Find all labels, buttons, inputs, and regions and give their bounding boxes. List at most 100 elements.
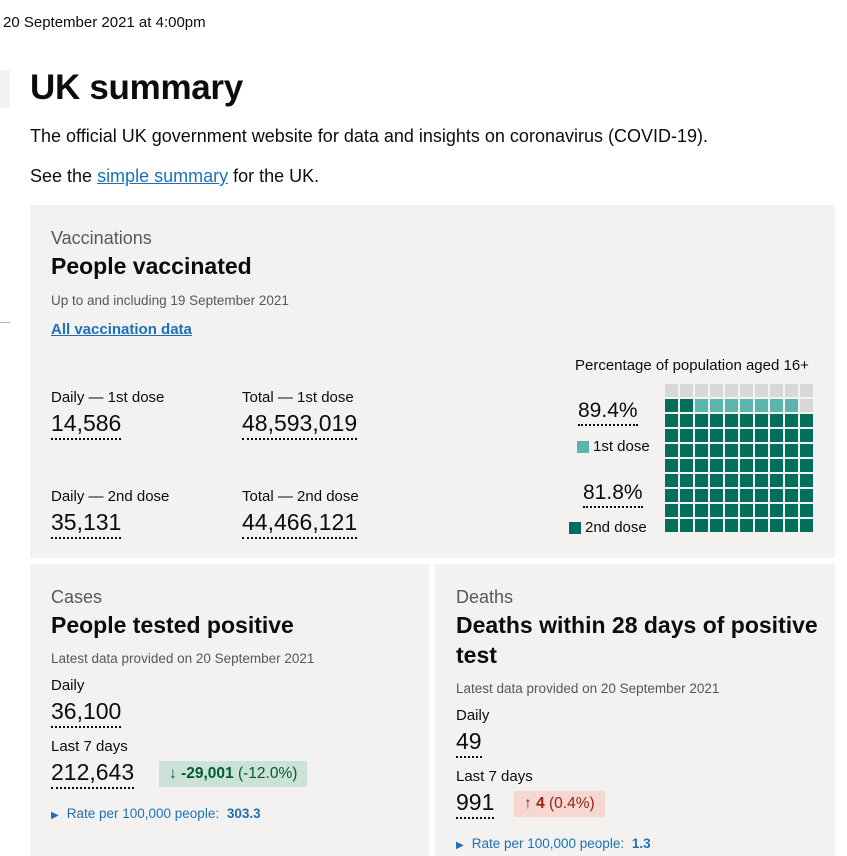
waffle-cell bbox=[800, 504, 813, 517]
waffle-cell bbox=[785, 444, 798, 457]
deaths-week-value[interactable]: 991 bbox=[456, 789, 495, 819]
waffle-cell bbox=[770, 504, 783, 517]
cases-updated: Latest data provided on 20 September 202… bbox=[51, 651, 315, 666]
triangle-right-icon: ▶ bbox=[456, 840, 464, 851]
deaths-caption: Deaths bbox=[456, 587, 514, 607]
waffle-cell bbox=[725, 429, 738, 442]
waffle-cell bbox=[770, 444, 783, 457]
deaths-change-pct: (0.4%) bbox=[549, 795, 595, 812]
cases-week-value[interactable]: 212,643 bbox=[51, 759, 135, 789]
deaths-week-label: Last 7 days bbox=[456, 768, 533, 785]
waffle-cell bbox=[755, 459, 768, 472]
waffle-cell bbox=[710, 489, 723, 502]
waffle-cell bbox=[665, 399, 678, 412]
sidebar-divider bbox=[0, 322, 10, 323]
total-2nd-dose-label: Total — 2nd dose bbox=[242, 488, 359, 505]
waffle-cell bbox=[725, 459, 738, 472]
vaccination-waffle-chart bbox=[665, 384, 815, 534]
waffle-cell bbox=[755, 474, 768, 487]
waffle-cell bbox=[725, 489, 738, 502]
waffle-cell bbox=[725, 504, 738, 517]
vaccinations-heading: People vaccinated bbox=[51, 253, 252, 279]
deaths-change-badge: ↑ 4 (0.4%) bbox=[514, 791, 605, 817]
waffle-cell bbox=[710, 429, 723, 442]
waffle-cell bbox=[710, 519, 723, 532]
vaccinations-updated: Up to and including 19 September 2021 bbox=[51, 293, 289, 308]
legend-1st-dose-label: 1st dose bbox=[593, 438, 650, 455]
last-updated-timestamp: 20 September 2021 at 4:00pm bbox=[3, 14, 206, 31]
arrow-down-icon: ↓ bbox=[169, 765, 177, 782]
legend-2nd-dose: 2nd dose bbox=[569, 519, 647, 536]
waffle-cell bbox=[800, 519, 813, 532]
deaths-daily-label: Daily bbox=[456, 707, 490, 724]
waffle-cell bbox=[695, 489, 708, 502]
cases-change-pct: (-12.0%) bbox=[237, 765, 298, 782]
waffle-cell bbox=[710, 399, 723, 412]
waffle-cell bbox=[695, 384, 708, 397]
cases-change-value: -29,001 bbox=[181, 765, 234, 782]
waffle-cell bbox=[800, 414, 813, 427]
waffle-cell bbox=[770, 459, 783, 472]
pct-2nd-dose[interactable]: 81.8% bbox=[583, 481, 643, 508]
waffle-cell bbox=[740, 519, 753, 532]
waffle-cell bbox=[770, 399, 783, 412]
cases-rate-label: Rate per 100,000 people: bbox=[66, 806, 220, 821]
total-1st-dose-value[interactable]: 48,593,019 bbox=[242, 410, 358, 440]
waffle-cell bbox=[785, 414, 798, 427]
waffle-cell bbox=[665, 384, 678, 397]
waffle-cell bbox=[755, 489, 768, 502]
deaths-change-value: 4 bbox=[536, 795, 545, 812]
daily-2nd-dose-value[interactable]: 35,131 bbox=[51, 509, 122, 539]
waffle-cell bbox=[665, 504, 678, 517]
deaths-rate-value: 1.3 bbox=[631, 836, 651, 851]
deaths-heading-line2: test bbox=[456, 642, 497, 668]
all-vaccination-data-link[interactable]: All vaccination data bbox=[51, 321, 192, 338]
waffle-cell bbox=[740, 399, 753, 412]
total-2nd-dose-value[interactable]: 44,466,121 bbox=[242, 509, 358, 539]
summary-suffix: for the UK. bbox=[228, 166, 320, 186]
waffle-cell bbox=[695, 429, 708, 442]
triangle-right-icon: ▶ bbox=[51, 810, 59, 821]
intro-text: The official UK government website for d… bbox=[30, 126, 708, 146]
waffle-cell bbox=[680, 519, 693, 532]
waffle-cell bbox=[740, 504, 753, 517]
legend-2nd-dose-swatch bbox=[569, 521, 581, 534]
total-1st-dose-label: Total — 1st dose bbox=[242, 389, 354, 406]
waffle-cell bbox=[800, 429, 813, 442]
waffle-cell bbox=[755, 414, 768, 427]
waffle-cell bbox=[680, 414, 693, 427]
deaths-daily-value[interactable]: 49 bbox=[456, 728, 482, 758]
waffle-cell bbox=[665, 414, 678, 427]
cases-rate-toggle[interactable]: ▶ Rate per 100,000 people: 303.3 bbox=[51, 806, 261, 821]
waffle-cell bbox=[725, 474, 738, 487]
waffle-cell bbox=[680, 399, 693, 412]
waffle-cell bbox=[695, 444, 708, 457]
daily-1st-dose-value[interactable]: 14,586 bbox=[51, 410, 122, 440]
waffle-cell bbox=[725, 399, 738, 412]
waffle-cell bbox=[665, 489, 678, 502]
waffle-cell bbox=[710, 459, 723, 472]
waffle-cell bbox=[800, 384, 813, 397]
waffle-cell bbox=[785, 384, 798, 397]
legend-2nd-dose-label: 2nd dose bbox=[585, 519, 647, 536]
cases-daily-value[interactable]: 36,100 bbox=[51, 698, 122, 728]
daily-1st-dose-label: Daily — 1st dose bbox=[51, 389, 165, 406]
waffle-cell bbox=[665, 474, 678, 487]
waffle-cell bbox=[755, 504, 768, 517]
simple-summary-link[interactable]: simple summary bbox=[97, 166, 229, 186]
vaccinations-card: Vaccinations People vaccinated Up to and… bbox=[30, 205, 835, 558]
waffle-cell bbox=[755, 444, 768, 457]
simple-summary-line: See the simple summary for the UK. bbox=[30, 166, 319, 187]
waffle-cell bbox=[695, 414, 708, 427]
cases-heading: People tested positive bbox=[51, 612, 294, 638]
cases-caption: Cases bbox=[51, 587, 103, 607]
waffle-cell bbox=[785, 399, 798, 412]
waffle-cell bbox=[725, 414, 738, 427]
waffle-cell bbox=[800, 459, 813, 472]
waffle-cell bbox=[740, 444, 753, 457]
deaths-rate-toggle[interactable]: ▶ Rate per 100,000 people: 1.3 bbox=[456, 836, 651, 851]
waffle-cell bbox=[710, 444, 723, 457]
waffle-cell bbox=[740, 489, 753, 502]
pct-1st-dose[interactable]: 89.4% bbox=[578, 399, 638, 426]
waffle-cell bbox=[680, 429, 693, 442]
